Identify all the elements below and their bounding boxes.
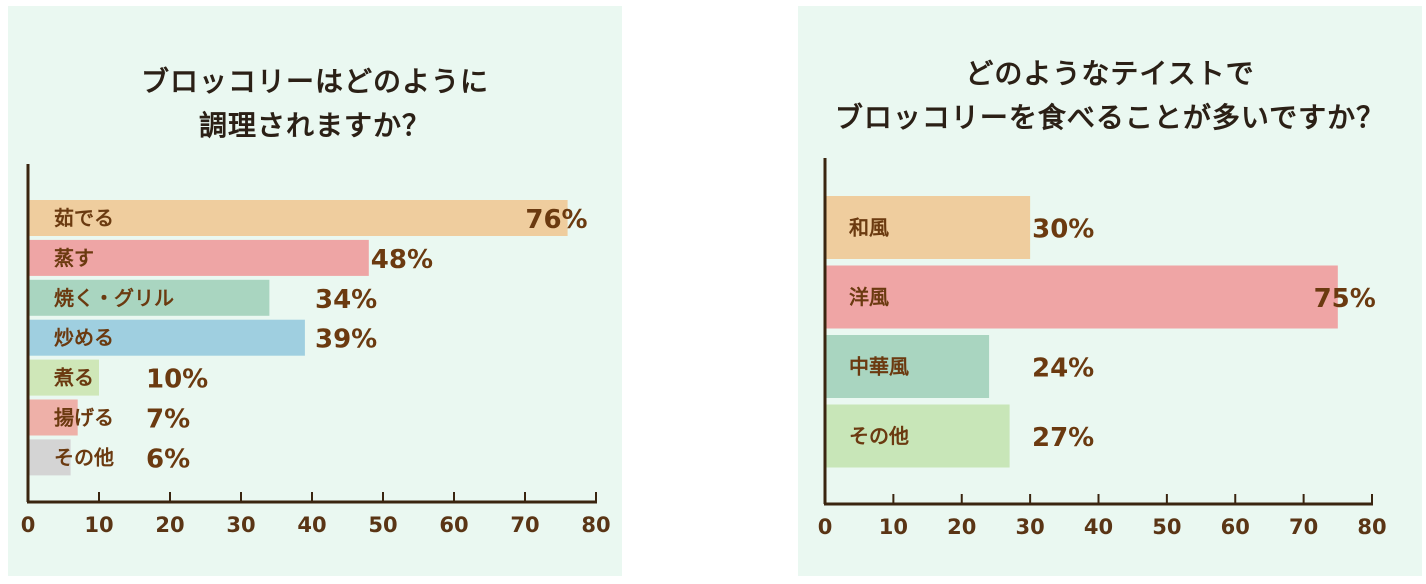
bar-category-label: 和風 (849, 216, 889, 240)
chart-title: ブロッコリーはどのように 調理されますか？ (8, 60, 622, 148)
x-tick-label: 0 (818, 515, 833, 539)
bar-value-label: 48% (371, 245, 433, 275)
bar-6 (28, 399, 78, 436)
x-tick-label: 50 (1152, 515, 1181, 539)
bar-2 (28, 239, 369, 276)
bar-category-label: 洋風 (849, 285, 889, 309)
chart-title-line-1: ブロッコリーはどのように (140, 65, 489, 98)
bar-value-label: 27% (1032, 423, 1094, 453)
x-tick-label: 30 (1016, 515, 1045, 539)
bar-4 (28, 319, 305, 356)
bar-value-label: 7% (146, 405, 190, 435)
x-tick-label: 30 (226, 513, 255, 537)
bar-category-label: 煮る (53, 366, 94, 390)
chart-panel-cooking-method: ブロッコリーはどのように 調理されますか？ 茹でる 76% 蒸す 48% 焼く・グリル 3… (8, 6, 622, 576)
bar-value-label: 76% (525, 205, 587, 235)
bar-category-label: 炒める (54, 326, 114, 350)
bar-value-label: 39% (315, 325, 377, 355)
bar-chart-taste: 和風 30% 洋風 75% 中華風 24% その他 27% 0 10 20 30 40 50 60 70 80 (818, 158, 1387, 539)
x-tick-label: 0 (21, 513, 36, 537)
bar-value-label: 30% (1032, 215, 1094, 245)
x-tick-label: 10 (879, 515, 908, 539)
bar-chart-cooking-method: 茹でる 76% 蒸す 48% 焼く・グリル 34% 炒める 39% 煮る 10% 揚げる 7% その他 6… (21, 164, 611, 537)
bar-4 (825, 404, 1010, 468)
x-tick-label: 40 (297, 513, 326, 537)
x-tick-label: 40 (1084, 515, 1113, 539)
chart-title: どのようなテイストで ブロッコリーを食べることが多いですか？ (798, 52, 1422, 140)
bar-category-label: 蒸す (54, 246, 94, 270)
bar-7 (28, 439, 71, 476)
bar-value-label: 75% (1314, 284, 1376, 314)
bar-category-label: 茹でる (54, 206, 114, 230)
x-tick-label: 20 (947, 515, 976, 539)
bar-2 (825, 265, 1338, 329)
x-tick-label: 70 (1289, 515, 1318, 539)
bar-1 (28, 200, 568, 236)
x-tick-label: 60 (439, 513, 468, 537)
chart-title-line-2: 調理されますか？ (198, 109, 431, 142)
bar-3 (28, 279, 270, 316)
bar-value-label: 10% (146, 365, 208, 395)
bar-3 (825, 335, 990, 398)
chart-panel-taste: どのようなテイストで ブロッコリーを食べることが多いですか？ 和風 30% 洋風 75… (798, 6, 1422, 576)
bar-value-label: 24% (1032, 354, 1094, 384)
chart-title-line-2: ブロッコリーを食べることが多いですか？ (834, 101, 1386, 134)
bar-1 (825, 196, 1031, 259)
bar-5 (28, 359, 99, 396)
x-tick-label: 70 (510, 513, 539, 537)
chart-title-line-1: どのようなテイストで (965, 57, 1255, 90)
bar-category-label: 揚げる (54, 406, 114, 430)
x-tick-label: 80 (1357, 515, 1386, 539)
bar-category-label: 中華風 (849, 355, 909, 379)
bar-category-label: その他 (54, 445, 114, 469)
x-tick-label: 50 (368, 513, 397, 537)
bar-category-label: その他 (849, 424, 909, 448)
bar-value-label: 34% (315, 285, 377, 315)
x-tick-label: 60 (1221, 515, 1250, 539)
bar-value-label: 6% (146, 444, 190, 474)
bar-category-label: 焼く・グリル (54, 286, 174, 310)
x-tick-label: 80 (581, 513, 610, 537)
bottom-strip (0, 576, 1426, 584)
x-tick-label: 20 (155, 513, 184, 537)
x-tick-label: 10 (84, 513, 113, 537)
